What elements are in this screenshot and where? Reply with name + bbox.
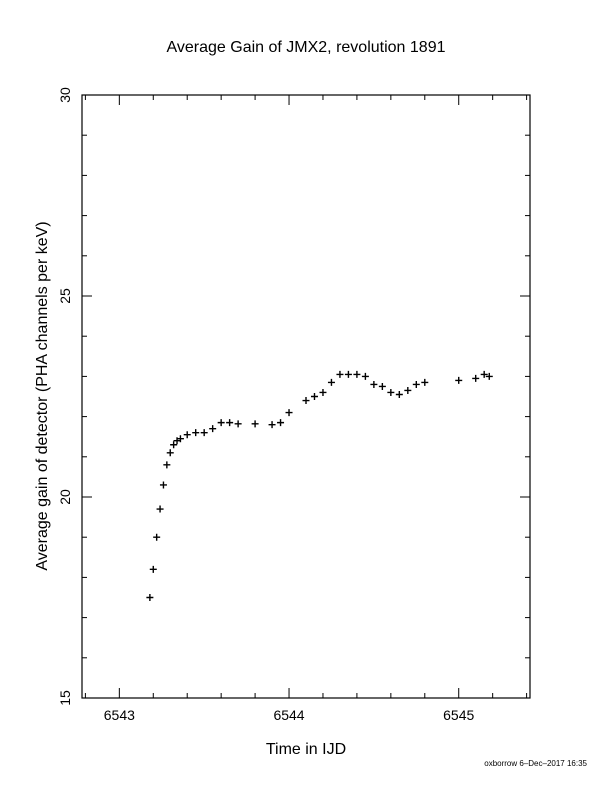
data-point xyxy=(336,370,344,378)
y-axis-ticks xyxy=(82,94,530,699)
y-tick-label: 30 xyxy=(57,87,73,103)
data-point xyxy=(176,435,184,443)
data-point xyxy=(251,420,259,428)
data-point xyxy=(192,429,200,437)
data-point xyxy=(412,380,420,388)
data-point xyxy=(302,397,310,405)
data-point xyxy=(217,419,225,427)
data-point xyxy=(485,372,493,380)
data-point xyxy=(226,419,234,427)
data-point xyxy=(149,565,157,573)
data-point xyxy=(480,370,488,378)
footer-signature: oxborrow 6–Dec–2017 16:35 xyxy=(484,759,587,768)
y-axis-label: Average gain of detector (PHA channels p… xyxy=(34,221,51,570)
chart-title: Average Gain of JMX2, revolution 1891 xyxy=(167,39,446,56)
x-axis-tick-labels: 6543 6544 6545 xyxy=(104,707,475,723)
data-point xyxy=(455,376,463,384)
data-point xyxy=(159,481,167,489)
data-point xyxy=(209,425,217,433)
data-point xyxy=(387,388,395,396)
data-point xyxy=(277,419,285,427)
data-point xyxy=(344,370,352,378)
y-tick-label: 20 xyxy=(57,489,73,505)
data-point xyxy=(319,388,327,396)
y-tick-label: 25 xyxy=(57,288,73,304)
data-point xyxy=(310,393,318,400)
data-point xyxy=(234,420,242,428)
data-point xyxy=(472,374,480,382)
x-tick-label: 6544 xyxy=(273,707,304,723)
plot-frame xyxy=(81,94,531,699)
data-point xyxy=(285,409,293,417)
data-point xyxy=(153,533,161,541)
x-tick-label: 6543 xyxy=(104,707,135,723)
data-point xyxy=(170,441,178,449)
y-tick-label: 15 xyxy=(57,690,73,706)
data-point xyxy=(200,429,208,437)
data-point xyxy=(166,449,174,457)
data-point xyxy=(327,378,335,386)
data-point xyxy=(421,378,429,386)
data-point xyxy=(361,372,369,380)
data-point xyxy=(183,431,191,439)
x-tick-label: 6545 xyxy=(443,707,474,723)
data-point xyxy=(146,594,154,601)
y-axis-tick-labels: 15 20 25 30 xyxy=(57,87,73,706)
x-axis-ticks xyxy=(84,95,528,698)
x-axis-label: Time in IJD xyxy=(266,741,346,758)
data-point xyxy=(395,390,403,398)
data-point xyxy=(404,386,412,394)
data-point xyxy=(353,370,361,378)
data-point xyxy=(163,461,171,469)
data-point xyxy=(268,421,276,429)
data-point xyxy=(156,505,164,513)
data-series xyxy=(146,370,493,601)
data-point xyxy=(378,382,386,390)
data-point xyxy=(370,380,378,388)
